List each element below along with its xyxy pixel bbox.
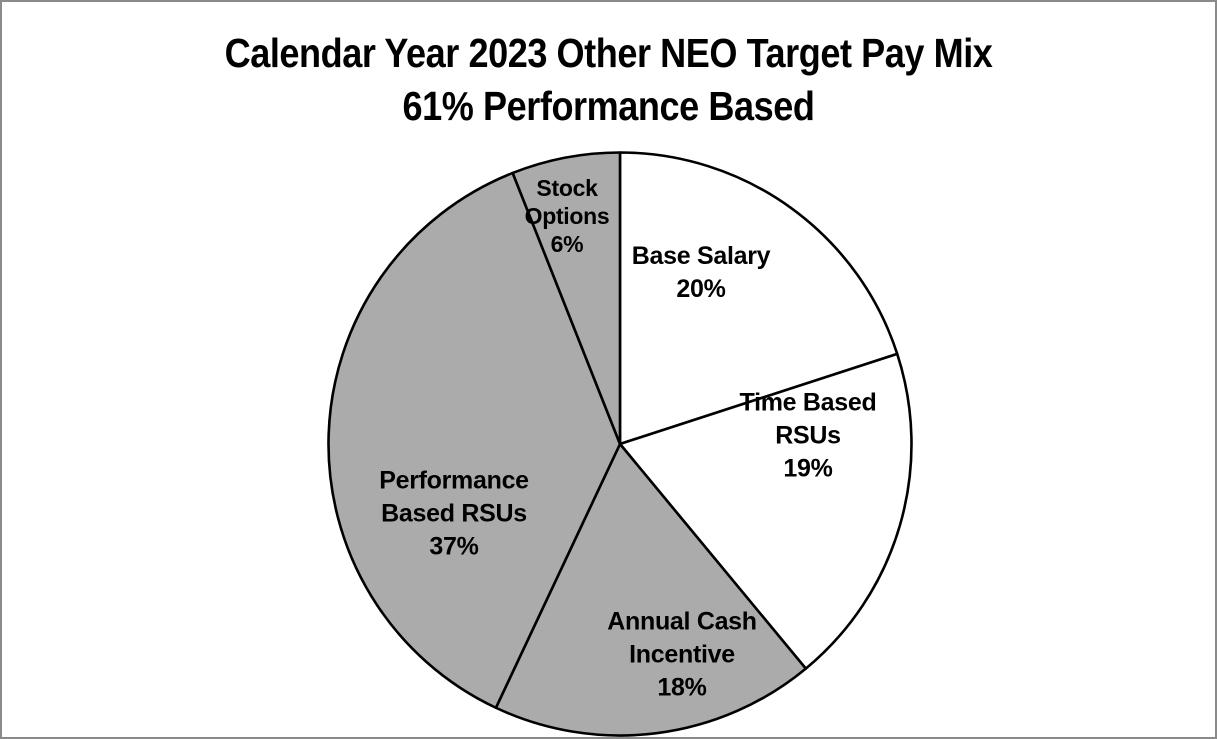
slice-label-base-salary: Base Salary 20% xyxy=(631,240,771,306)
pie-slice-performance-based-rsus xyxy=(327,171,622,710)
slice-label-text: Options xyxy=(524,203,610,229)
slice-label-text: Annual Cash xyxy=(607,607,757,636)
slice-label-stock-options: Stock Options 6% xyxy=(525,174,610,258)
pie-slice-stock-options xyxy=(511,151,622,446)
slice-label-value: 6% xyxy=(550,231,584,257)
slice-label-text: Incentive xyxy=(629,640,735,669)
slice-label-annual-cash-incentive: Annual Cash Incentive 18% xyxy=(607,606,757,705)
chart-title-line-1: Calendar Year 2023 Other NEO Target Pay … xyxy=(224,30,993,76)
slice-label-value: 18% xyxy=(657,673,707,702)
slice-label-time-based-rsus: Time Based RSUs 19% xyxy=(740,387,877,486)
pie-slice-annual-cash-incentive xyxy=(494,442,808,737)
slice-label-text: Time Based xyxy=(739,388,877,417)
slice-label-value: 19% xyxy=(783,454,833,483)
slice-label-text: Stock xyxy=(536,175,598,201)
slice-label-performance-based-rsus: Performance Based RSUs 37% xyxy=(379,465,529,564)
chart-title-text: Calendar Year 2023 Other NEO Target Pay … xyxy=(75,27,1142,133)
slice-label-text: Performance xyxy=(379,466,529,495)
slice-label-text: Base Salary xyxy=(631,242,771,270)
pie-slice-time-based-rsus xyxy=(618,352,913,670)
slice-label-text: RSUs xyxy=(775,421,841,450)
slice-label-text: Based RSUs xyxy=(381,499,527,528)
slice-label-value: 37% xyxy=(429,532,479,561)
slice-label-value: 20% xyxy=(676,275,726,303)
chart-title: Calendar Year 2023 Other NEO Target Pay … xyxy=(2,27,1215,133)
chart-title-line-2: 61% Performance Based xyxy=(402,83,815,129)
pie-slice-base-salary xyxy=(618,151,899,446)
